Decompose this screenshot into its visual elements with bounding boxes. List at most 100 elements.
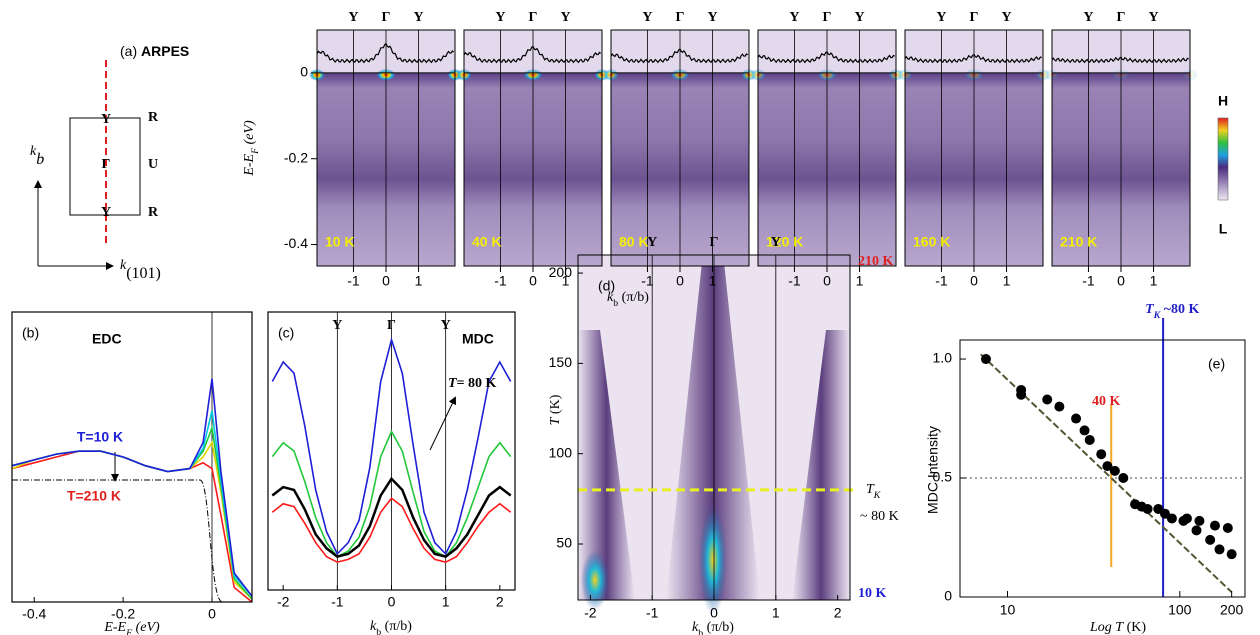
data-point: [1109, 465, 1120, 476]
x-tick-label: 0: [823, 273, 831, 289]
x-tick-label: 0: [710, 605, 718, 621]
data-point: [1118, 473, 1129, 484]
x-tick-label: -0.2: [111, 606, 135, 622]
corner: U: [148, 157, 158, 172]
corner: R: [148, 110, 159, 125]
series-line: [271, 497, 512, 564]
bottom-label: 10 K: [858, 586, 887, 601]
temperature-label: 40 K: [472, 234, 502, 250]
x-axis-label-part: E-E: [103, 620, 126, 635]
x-axis-label-part: (π/b): [618, 290, 649, 305]
y-tick-label: 0: [300, 64, 308, 80]
tk-value: ~80 K: [1160, 302, 1199, 317]
symmetry-label: Y: [936, 10, 946, 25]
temperature-label: 160 K: [913, 234, 950, 250]
y-tick-label: 150: [549, 354, 573, 370]
colorbar: [1217, 117, 1229, 201]
k: k: [30, 144, 37, 159]
panel-frame: [904, 29, 1044, 267]
panel-label: (d): [598, 278, 615, 294]
map-spot: [699, 505, 727, 615]
x-tick-label: 0: [382, 273, 390, 289]
panel-label: (c): [278, 325, 294, 341]
panel-label: (e): [1208, 356, 1225, 372]
data-point: [1071, 413, 1082, 424]
sub: (101): [126, 265, 161, 282]
y-tick-label: 0: [944, 588, 952, 604]
x-axis-label: E-EF (eV): [103, 620, 160, 635]
x-axis-label-part: Log T: [1089, 620, 1124, 635]
y-axis-label-part: E-E: [242, 153, 257, 176]
y-tick-label: 50: [556, 535, 572, 551]
panel-frame: [316, 29, 456, 267]
map-band: [792, 330, 850, 600]
panel-label: (b): [22, 325, 39, 341]
data-point: [1209, 520, 1220, 531]
tk-sub: K: [1153, 310, 1162, 321]
x-tick-label: 1: [442, 594, 450, 610]
x-axis-label-part: k: [692, 620, 699, 635]
data-point: [1205, 534, 1216, 545]
x-tick-label: 10: [1000, 602, 1016, 618]
x-tick-label: 0: [529, 273, 537, 289]
data-point: [1079, 425, 1090, 436]
x-tick-label: -1: [641, 273, 654, 289]
x-axis-label-part: k: [370, 619, 377, 634]
symmetry-label: Y: [413, 10, 423, 25]
symmetry-label: Y: [495, 10, 505, 25]
x-tick-label: 1: [1150, 273, 1158, 289]
tk-label: TK ~80 K: [1145, 302, 1199, 321]
x-tick-label: 1: [709, 273, 717, 289]
symmetry-label: Γ: [529, 10, 538, 25]
map-band: [666, 262, 760, 600]
axis-label: k(101): [120, 258, 161, 282]
temperature-label: 210 K: [1060, 234, 1097, 250]
y-axis-label-part: (K): [548, 394, 563, 417]
series-line: [271, 429, 512, 558]
edc-profile: [316, 42, 455, 64]
symmetry-label: Γ: [382, 10, 391, 25]
symmetry-label: Y: [332, 318, 342, 333]
symmetry-label: Y: [854, 10, 864, 25]
x-tick-label: 0: [208, 606, 216, 622]
symmetry-label: Γ: [710, 235, 719, 250]
colorbar-high: H: [1218, 93, 1228, 109]
x-tick-label: -1: [788, 273, 801, 289]
y-axis-label-part: F: [250, 147, 261, 155]
symmetry-label: Y: [789, 10, 799, 25]
tk-symbol: T: [866, 482, 875, 497]
annotation: T= 80 K: [448, 376, 497, 391]
annotation: T=210 K: [67, 488, 121, 504]
tk-symbol: T: [1145, 302, 1155, 317]
data-point: [1084, 434, 1095, 445]
x-tick-label: 0: [388, 594, 396, 610]
y-axis-label: T (K): [548, 394, 563, 425]
x-axis-label-part: b: [698, 628, 703, 635]
edc-profile: [757, 50, 895, 64]
panel-title: EDC: [92, 331, 122, 347]
x-tick-label: -2: [277, 594, 290, 610]
x-axis-label: Log T (K): [1089, 620, 1146, 635]
x-tick-label: 200: [1220, 602, 1244, 618]
label: (a): [120, 43, 137, 59]
temperature-label: 10 K: [325, 234, 355, 250]
symmetry-label: Γ: [1117, 10, 1126, 25]
x-tick-label: -2: [584, 605, 597, 621]
y-axis-label-part: (eV): [242, 120, 257, 148]
data-point: [1102, 461, 1113, 472]
data-point: [1226, 549, 1237, 560]
panel-frame: [959, 339, 1246, 598]
marker-label: 40 K: [1092, 394, 1121, 409]
symmetry-label: Y: [441, 318, 451, 333]
edc-profile: [904, 53, 1042, 64]
data-point: [1054, 401, 1065, 412]
y-tick-label: 200: [549, 264, 573, 280]
corner: R: [148, 205, 159, 220]
y-axis-label-part: T: [548, 416, 563, 425]
symmetry-label: Γ: [387, 318, 396, 333]
series-line: [11, 424, 253, 600]
x-axis-label: kb (π/b): [370, 619, 412, 635]
x-tick-label: -0.4: [22, 606, 46, 622]
map-band: [578, 330, 635, 600]
